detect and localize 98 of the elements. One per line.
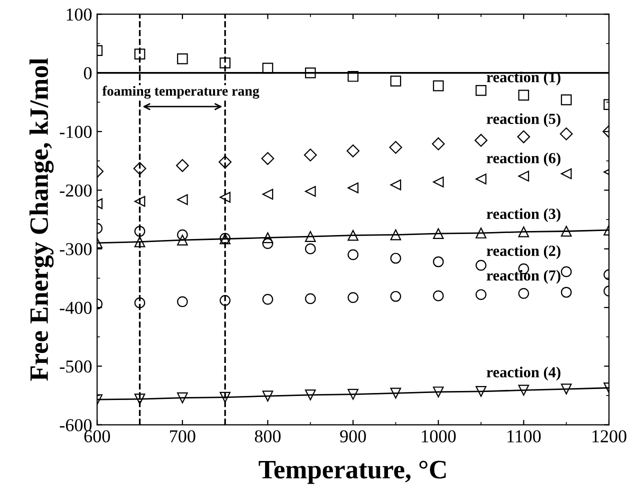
y-tick-label: -500 bbox=[60, 360, 92, 373]
x-tick-label: 900 bbox=[340, 430, 366, 442]
point bbox=[177, 53, 188, 64]
point bbox=[220, 295, 231, 306]
point bbox=[560, 226, 572, 237]
point bbox=[262, 238, 274, 249]
point bbox=[432, 386, 444, 398]
series-label: reaction (4) bbox=[486, 366, 560, 380]
point bbox=[517, 130, 530, 144]
y-axis-title: Free Energy Change, kJ/mol bbox=[29, 58, 54, 381]
point bbox=[218, 156, 232, 168]
series-label: reaction (3) bbox=[486, 208, 560, 222]
point bbox=[518, 170, 530, 182]
x-axis-title: Temperature, °C bbox=[258, 460, 446, 484]
series-label: reaction (2) bbox=[486, 245, 560, 260]
point bbox=[304, 148, 317, 162]
point bbox=[560, 286, 572, 298]
point bbox=[476, 228, 486, 238]
point bbox=[262, 294, 274, 305]
annotation: foaming temperature rang bbox=[102, 86, 260, 99]
point bbox=[262, 232, 274, 244]
point bbox=[304, 243, 316, 254]
point bbox=[476, 174, 486, 184]
series-label: reaction (5) bbox=[486, 113, 560, 128]
point bbox=[134, 226, 146, 237]
point bbox=[474, 134, 488, 147]
y-tick-label: -600 bbox=[60, 419, 92, 432]
x-tick-label: 600 bbox=[84, 430, 110, 442]
point bbox=[390, 76, 402, 86]
x-tick-label: 1000 bbox=[422, 430, 456, 442]
x-tick-label: 1200 bbox=[592, 430, 626, 442]
point bbox=[476, 85, 486, 96]
y-tick-label: -300 bbox=[60, 243, 92, 256]
y-tick-label: 100 bbox=[66, 8, 92, 21]
point bbox=[560, 127, 573, 140]
point bbox=[220, 392, 231, 403]
point bbox=[518, 226, 530, 238]
point bbox=[348, 70, 358, 82]
point bbox=[389, 140, 402, 154]
point bbox=[220, 57, 231, 68]
point bbox=[304, 67, 316, 78]
y-tick-label: -100 bbox=[60, 126, 92, 138]
point bbox=[346, 144, 360, 158]
x-tick-label: 1100 bbox=[508, 430, 541, 442]
point bbox=[177, 234, 188, 246]
point bbox=[176, 159, 189, 172]
point bbox=[348, 388, 358, 400]
point bbox=[560, 168, 572, 180]
point bbox=[134, 297, 146, 308]
point bbox=[432, 80, 444, 92]
point bbox=[261, 152, 274, 165]
point bbox=[304, 390, 316, 400]
x-tick-label: 800 bbox=[254, 430, 281, 442]
point bbox=[220, 192, 231, 203]
point bbox=[177, 392, 188, 404]
point bbox=[134, 236, 146, 248]
point bbox=[560, 94, 572, 106]
point bbox=[262, 188, 274, 200]
point bbox=[348, 182, 358, 194]
point bbox=[518, 384, 530, 396]
y-tick-label: -400 bbox=[60, 302, 92, 314]
point bbox=[177, 296, 188, 308]
point bbox=[348, 249, 358, 260]
point bbox=[134, 394, 146, 404]
point bbox=[390, 179, 402, 190]
point bbox=[304, 186, 316, 197]
point bbox=[133, 162, 146, 175]
x-tick-label: 700 bbox=[170, 430, 196, 442]
point bbox=[177, 194, 188, 205]
point bbox=[432, 176, 444, 188]
point bbox=[390, 290, 402, 302]
point bbox=[262, 62, 274, 74]
point bbox=[304, 293, 316, 304]
series-label: reaction (6) bbox=[486, 152, 560, 166]
point bbox=[177, 229, 188, 240]
point bbox=[560, 266, 572, 278]
point bbox=[262, 390, 274, 402]
point bbox=[476, 386, 486, 397]
point bbox=[134, 196, 146, 207]
y-tick-label: -200 bbox=[60, 184, 92, 197]
point bbox=[476, 260, 486, 271]
point bbox=[432, 228, 444, 240]
point bbox=[560, 384, 572, 394]
point bbox=[432, 137, 445, 150]
point bbox=[432, 256, 444, 268]
point bbox=[390, 252, 402, 264]
point bbox=[348, 230, 358, 241]
point bbox=[518, 288, 530, 299]
point bbox=[390, 388, 402, 399]
point bbox=[432, 290, 444, 302]
point bbox=[134, 48, 146, 60]
series-label: reaction (7) bbox=[486, 270, 560, 284]
y-tick-label: 0 bbox=[84, 67, 92, 80]
point bbox=[518, 90, 530, 101]
point bbox=[348, 292, 358, 303]
point bbox=[476, 289, 486, 300]
point bbox=[390, 229, 402, 240]
point bbox=[304, 231, 316, 242]
